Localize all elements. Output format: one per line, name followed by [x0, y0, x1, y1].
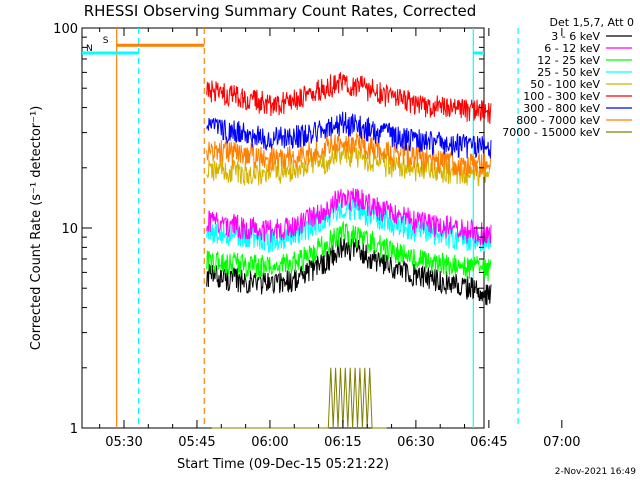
legend-entry-label: 12 - 25 keV	[537, 54, 600, 67]
y-tick-label: 100	[53, 22, 78, 37]
x-axis-label: Start Time (09-Dec-15 05:21:22)	[177, 457, 389, 472]
flag-marker-label: S	[103, 36, 109, 46]
x-tick-label: 06:15	[324, 435, 361, 450]
series-line	[206, 142, 492, 187]
chart-title: RHESSI Observing Summary Count Rates, Co…	[84, 2, 477, 20]
series-layer	[206, 72, 492, 429]
legend-entry-label: 7000 - 15000 keV	[502, 126, 600, 139]
x-tick-label: 05:30	[105, 435, 142, 450]
x-tick-label: 06:30	[397, 435, 434, 450]
flag-marker-label: N	[86, 44, 93, 54]
legend-entry-label: 3 - 6 keV	[551, 30, 600, 43]
x-tick-label: 07:00	[543, 435, 580, 450]
series-line	[206, 220, 492, 282]
legend-entry-label: 50 - 100 keV	[530, 78, 600, 91]
x-tick-label: 06:45	[470, 435, 507, 450]
x-tick-label: 06:00	[251, 435, 288, 450]
legend-entry-label: 100 - 300 keV	[523, 90, 600, 103]
series-line	[206, 72, 492, 124]
axis-layer: 05:30 05:45 06:00 06:15 06:30 06:45 07:00 1 10 10…	[53, 22, 580, 450]
series-line	[211, 367, 387, 429]
y-tick-label: 1	[70, 422, 78, 437]
series-line	[206, 132, 492, 178]
series-line	[206, 188, 492, 245]
legend-entry-label: 6 - 12 keV	[544, 42, 600, 55]
series-line	[206, 111, 492, 159]
legend-header: Det 1,5,7, Att 0	[550, 16, 634, 29]
legend-entry-label: 800 - 7000 keV	[516, 114, 600, 127]
y-tick-label: 10	[61, 222, 78, 237]
series-line	[206, 199, 492, 253]
y-axis-label: Corrected Count Rate (s⁻¹ detector⁻¹)	[29, 106, 44, 351]
footer-timestamp: 2-Nov-2021 16:49	[555, 467, 637, 477]
legend-entry-label: 300 - 800 keV	[523, 102, 600, 115]
marker-layer: SN	[82, 28, 519, 428]
legend-entry-label: 25 - 50 keV	[537, 66, 600, 79]
x-tick-label: 05:45	[178, 435, 215, 450]
